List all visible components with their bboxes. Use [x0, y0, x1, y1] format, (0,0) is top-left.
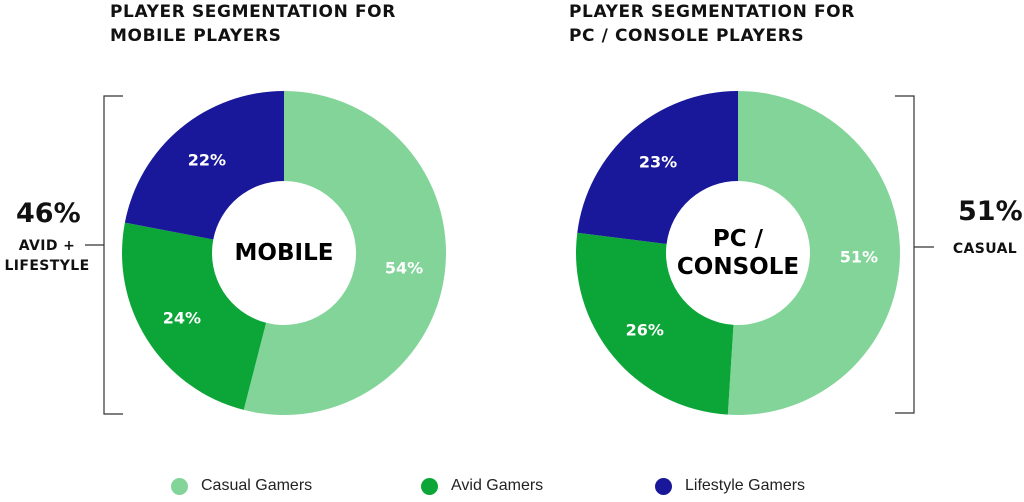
- right-bracket: [895, 95, 934, 414]
- casual-label: CASUAL: [948, 239, 1022, 259]
- legend-dot-icon: [171, 477, 188, 495]
- chart-title-pc-console: PLAYER SEGMENTATION FOR PC / CONSOLE PLA…: [569, 0, 855, 48]
- chart-title-mobile-line-2: MOBILE PLAYERS: [110, 26, 282, 46]
- donut-slice-lifestyle-gamers: [577, 91, 738, 244]
- avid-lifestyle-label: AVID + LIFESTYLE: [0, 236, 94, 276]
- pc-console-donut-chart: 51% 26% 23% PC /CONSOLE: [575, 91, 901, 415]
- donut-slice-avid-gamers: [575, 232, 734, 415]
- avid-lifestyle-label-line-2: LIFESTYLE: [4, 258, 90, 274]
- donut-slice-lifestyle-gamers: [124, 91, 284, 240]
- casual-label-line-1: CASUAL: [952, 241, 1018, 257]
- legend-item-casual: Casual Gamers: [171, 477, 312, 495]
- slice-value-label: 26%: [626, 321, 664, 340]
- donut-center-label: MOBILE: [235, 240, 334, 266]
- slice-value-label: 51%: [840, 247, 878, 266]
- legend-label: Lifestyle Gamers: [685, 477, 806, 494]
- donut-center-label: CONSOLE: [677, 254, 799, 280]
- donut-slice-casual-gamers: [727, 91, 901, 415]
- slice-value-label: 24%: [163, 308, 201, 327]
- donut-slice-avid-gamers: [121, 222, 267, 410]
- legend-label: Casual Gamers: [201, 477, 313, 494]
- slice-value-label: 23%: [639, 153, 677, 172]
- mobile-donut-chart: 54% 24% 22% MOBILE: [121, 91, 447, 415]
- slice-value-label: 54%: [385, 259, 423, 278]
- donut-slice-casual-gamers: [243, 91, 447, 415]
- left-bracket: [85, 95, 123, 415]
- legend-label: Avid Gamers: [451, 477, 544, 494]
- chart-title-pc-console-line-2: PC / CONSOLE PLAYERS: [569, 26, 805, 46]
- chart-title-pc-console-line-1: PLAYER SEGMENTATION FOR: [569, 2, 855, 22]
- casual-total: 51%: [958, 196, 1023, 227]
- avid-lifestyle-label-line-1: AVID +: [18, 238, 76, 254]
- slice-value-label: 22%: [188, 150, 226, 169]
- legend-item-avid: Avid Gamers: [421, 477, 543, 495]
- avid-lifestyle-total: 46%: [16, 198, 81, 229]
- legend-dot-icon: [655, 477, 672, 495]
- donut-center-label: PC /: [713, 226, 764, 252]
- legend-dot-icon: [421, 477, 438, 495]
- chart-title-mobile-line-1: PLAYER SEGMENTATION FOR: [110, 2, 396, 22]
- chart-title-mobile: PLAYER SEGMENTATION FOR MOBILE PLAYERS: [110, 0, 396, 48]
- legend-item-lifestyle: Lifestyle Gamers: [655, 477, 805, 495]
